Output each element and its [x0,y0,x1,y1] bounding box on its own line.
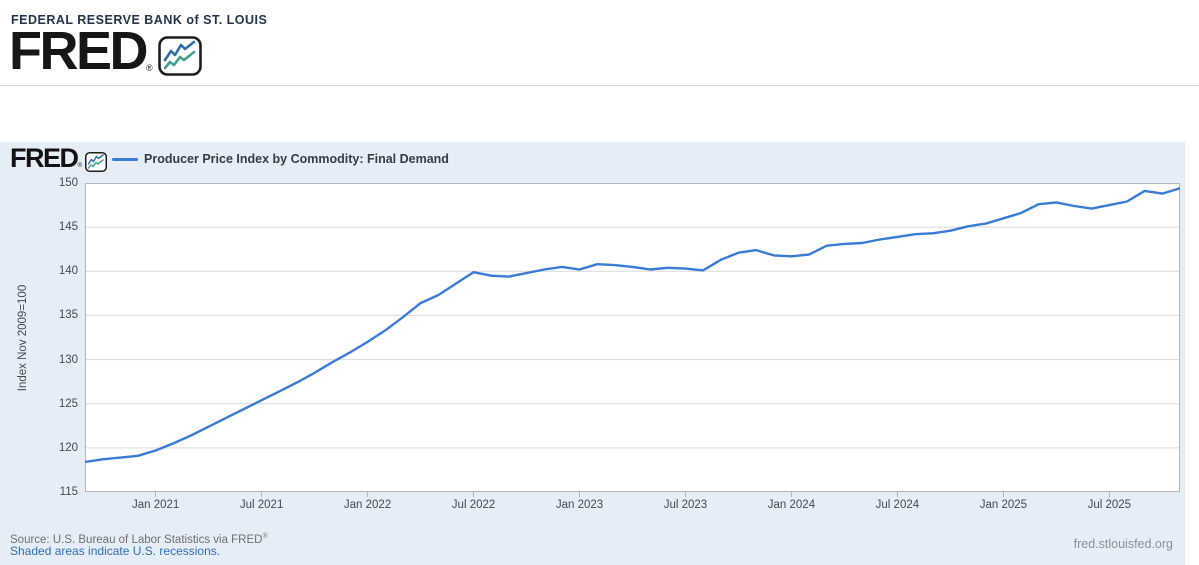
x-tick-mark [367,492,369,497]
x-tick-label: Jan 2023 [555,499,604,511]
chart-registered-mark: ® [77,163,82,169]
x-tick-mark [684,492,686,497]
chart-fred-mini-icon [85,152,107,172]
x-tick-mark [1002,492,1004,497]
x-tick-mark [261,492,263,497]
x-tick-mark [896,492,898,497]
x-tick-mark [155,492,157,497]
recession-note-link[interactable]: Shaded areas indicate U.S. recessions. [10,544,221,558]
chart-fred-logo: FRED® [10,143,107,173]
x-tick-mark [1108,492,1110,497]
x-tick-label: Jan 2025 [979,499,1028,511]
chart-panel: FRED® Producer Price Index by Commodity:… [0,142,1185,565]
y-tick-label: 125 [58,397,78,410]
registered-mark: ® [146,63,153,73]
x-tick-mark [473,492,475,497]
x-tick-label: Jul 2024 [875,499,920,511]
x-tick-label: Jul 2023 [663,499,708,511]
series-line[interactable] [85,187,1180,464]
series-chart[interactable] [85,183,1180,492]
site-url[interactable]: fred.stlouisfed.org [1073,537,1173,551]
y-tick-label: 135 [58,309,78,322]
plot-area[interactable] [85,183,1180,492]
x-tick-label: Jan 2022 [343,499,392,511]
x-tick-label: Jul 2025 [1087,499,1132,511]
fred-chart-icon [158,36,202,76]
y-axis-title: Index Nov 2009=100 [17,284,29,392]
x-tick-label: Jul 2022 [451,499,496,511]
x-tick-label: Jan 2021 [131,499,180,511]
plot-border [85,183,1180,492]
x-tick-mark [790,492,792,497]
legend-series-label[interactable]: Producer Price Index by Commodity: Final… [144,152,449,166]
y-tick-label: 150 [58,177,78,189]
fred-logo-text: FRED [9,21,149,81]
y-tick-label: 120 [58,441,78,454]
chart-fred-logo-text: FRED [10,143,79,173]
y-tick-label: 145 [58,221,78,234]
legend-line-swatch [112,158,138,161]
x-tick-mark [579,492,581,497]
x-tick-label: Jan 2024 [767,499,816,511]
y-tick-label: 130 [58,353,78,366]
x-tick-label: Jul 2021 [239,499,284,511]
source-registered-mark: ® [262,533,268,540]
y-tick-label: 140 [58,265,78,278]
y-tick-label: 115 [59,486,78,498]
bank-name: FEDERAL RESERVE BANK of ST. LOUIS [11,13,268,27]
fred-logo[interactable]: FRED® [9,24,202,78]
header-divider [0,85,1199,86]
source-note: Source: U.S. Bureau of Labor Statistics … [10,533,268,546]
